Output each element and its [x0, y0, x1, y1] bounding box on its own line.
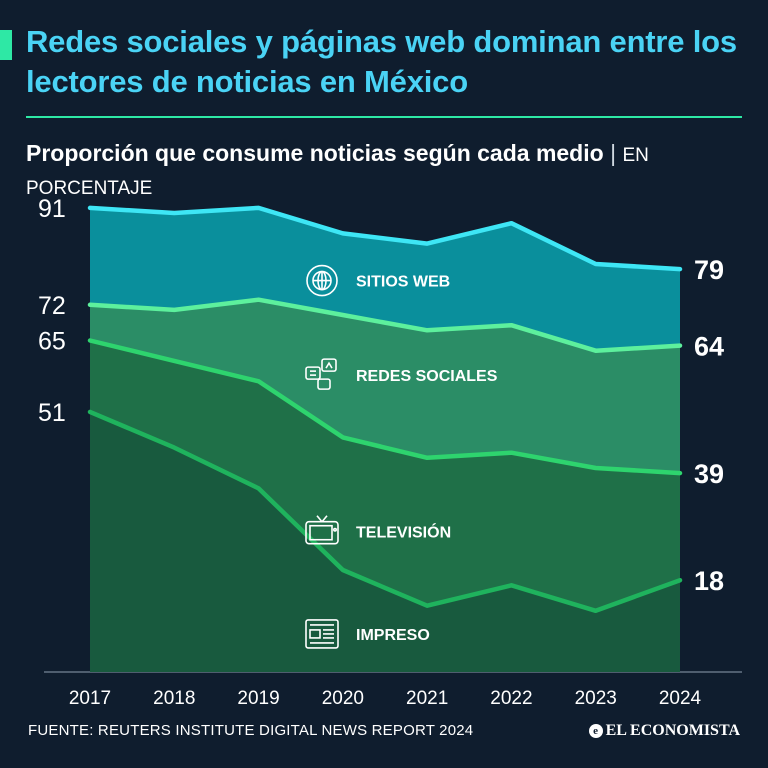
start-value-label: 72	[38, 292, 66, 320]
subtitle-separator: |	[610, 140, 617, 166]
end-value-label: 39	[694, 459, 724, 489]
end-value-label: 79	[694, 255, 724, 285]
newspaper-icon	[305, 619, 339, 649]
x-tick-label: 2024	[659, 688, 702, 709]
chart-title: Redes sociales y páginas web dominan ent…	[26, 24, 737, 99]
series-line-3	[87, 409, 683, 614]
series-label: TELEVISIÓN	[356, 523, 451, 542]
title-divider	[26, 116, 742, 118]
series-line-2	[87, 338, 683, 476]
subtitle-unit: EN PORCENTAJE	[26, 145, 649, 199]
x-tick-label: 2018	[153, 688, 195, 709]
chart-subtitle: Proporción que consume noticias según ca…	[26, 138, 742, 204]
series-label: SITIOS WEB	[356, 274, 450, 291]
area-band-0	[90, 207, 680, 351]
area-band-2	[90, 340, 680, 611]
tv-icon	[305, 515, 339, 545]
x-tick-label: 2019	[237, 688, 279, 709]
source-note: FUENTE: REUTERS INSTITUTE DIGITAL NEWS R…	[28, 722, 474, 739]
end-value-label: 18	[694, 566, 724, 596]
brand-mark-icon: e	[588, 724, 603, 738]
title-accent-bar	[0, 30, 12, 60]
subtitle-main: Proporción que consume noticias según ca…	[26, 140, 604, 166]
area-band-3	[90, 411, 680, 672]
area-band-1	[90, 299, 680, 474]
series-label: REDES SOCIALES	[356, 368, 498, 385]
series-line-1	[87, 297, 683, 353]
start-value-label: 51	[38, 399, 66, 427]
x-tick-label: 2017	[69, 688, 111, 709]
social-icon	[305, 358, 337, 390]
series-label: IMPRESO	[356, 627, 430, 644]
series-line-0	[87, 205, 683, 272]
globe-icon	[306, 264, 338, 297]
x-tick-label: 2021	[406, 688, 448, 709]
brand-logo: e EL ECONOMISTA	[588, 722, 740, 740]
start-value-label: 91	[38, 195, 66, 223]
end-value-label: 64	[694, 332, 724, 362]
brand-name: EL ECONOMISTA	[605, 722, 740, 739]
x-tick-label: 2022	[490, 688, 532, 709]
x-tick-label: 2023	[575, 688, 617, 709]
start-value-label: 65	[38, 328, 66, 356]
x-tick-label: 2020	[322, 688, 364, 709]
